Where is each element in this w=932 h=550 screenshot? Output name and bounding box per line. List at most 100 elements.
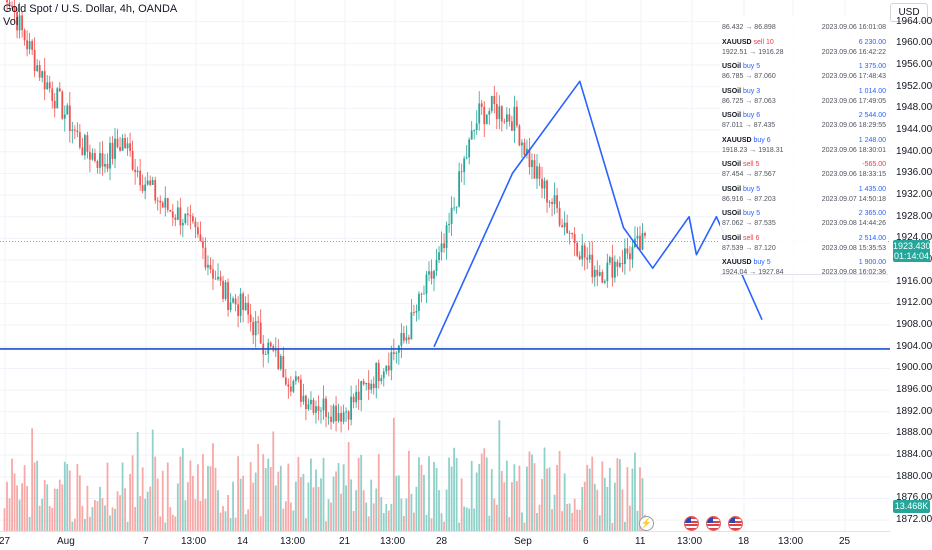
volume-bar [546, 468, 548, 531]
trade-time: 2023.09.06 17:48:43 [821, 73, 886, 80]
volume-bar [418, 457, 420, 531]
candle-body [458, 171, 461, 207]
volume-bar [410, 493, 413, 531]
candle-body [61, 91, 64, 119]
price-tick: 1952.000 [896, 80, 932, 92]
us-flag-icon[interactable] [728, 516, 743, 531]
volume-bar [601, 461, 604, 531]
time-axis[interactable]: 27 Aug 7 13:00 14 13:00 21 13:00 28 Sep 6 11 13:00 18… [0, 531, 890, 550]
volume-bar [26, 486, 29, 531]
candle-body [618, 262, 621, 267]
volume-bar [588, 468, 591, 531]
lightning-icon[interactable]: ⚡ [639, 516, 654, 531]
trade-row[interactable]: USOil buy 5 1 375.00 86.785 → 87.060 2023.0… [720, 61, 888, 85]
volume-bar [435, 467, 438, 531]
volume-bar [342, 464, 345, 531]
candle-body [500, 106, 503, 122]
candle-body [136, 170, 139, 173]
trade-price-range: 87.539 → 87.120 [722, 244, 776, 252]
volume-bar [586, 464, 589, 531]
volume-bar [78, 475, 81, 531]
candle-body [601, 272, 604, 283]
candle-body [629, 253, 631, 260]
trade-row[interactable]: USOil sell 6 2 514.00 87.539 → 87.120 2023.… [720, 233, 888, 257]
flag-stripe [685, 524, 698, 526]
bar-countdown: 01:14:04 [893, 251, 930, 261]
us-flag-icon[interactable] [706, 516, 721, 531]
trade-row[interactable]: USOil buy 3 1 014.00 86.725 → 87.063 2023.0… [720, 86, 888, 110]
volume-bar [199, 500, 202, 531]
volume-bar [56, 488, 59, 531]
flag-stripe [685, 527, 698, 530]
candle-body [636, 235, 639, 239]
trade-symbol: USOil buy 5 [722, 185, 760, 194]
volume-bar [498, 420, 501, 531]
candle-body [239, 293, 242, 316]
trade-row[interactable]: XAUUSD sell 10 6 230.00 1922.51 → 1916.28 2… [720, 37, 888, 61]
trade-time: 2023.09.06 16:42:22 [821, 48, 886, 56]
volume-bar [76, 464, 79, 531]
candle-body [166, 198, 169, 210]
trade-symbol-text: XAUUSD [722, 259, 752, 266]
volume-label[interactable]: Vol [3, 16, 19, 28]
currency-button[interactable]: USD [890, 3, 928, 22]
candle-body [21, 15, 23, 31]
volume-bar [186, 482, 189, 531]
candle-body [164, 198, 167, 208]
price-tick: 1948.000 [896, 102, 932, 114]
volume-bar [578, 509, 581, 531]
volume-bar [629, 505, 631, 531]
volume-bar [277, 471, 280, 531]
trade-row[interactable]: XAUUSD buy 6 1 248.00 1918.23 → 1918.31 202… [720, 135, 888, 159]
volume-bar [433, 461, 435, 531]
trade-row[interactable]: USOil buy 6 2 544.00 87.011 → 87.435 2023.0… [720, 110, 888, 134]
candle-body [81, 147, 84, 156]
trade-time: 2023.09.06 18:29:55 [821, 122, 886, 129]
volume-bar [516, 481, 518, 531]
trade-symbol-text: USOil [722, 234, 742, 242]
candle-body [257, 321, 260, 323]
trade-symbol: USOil buy 5 [722, 209, 760, 218]
volume-bar [264, 467, 267, 531]
price-scale[interactable]: 1964.000 1960.000 1956.000 1952.000 1948.000… [890, 0, 932, 531]
candle-body [161, 202, 164, 208]
symbol-title[interactable]: Gold Spot / U.S. Dollar, 4h, OANDA [3, 3, 178, 15]
volume-bar [478, 463, 481, 531]
trade-row[interactable]: USOil buy 5 1 435.00 86.916 → 87.203 2023.0… [720, 184, 888, 208]
us-flag-icon[interactable] [684, 516, 699, 531]
volume-bar [330, 502, 332, 531]
trade-row[interactable]: USOil sell 5 -565.00 87.454 → 87.567 2023.0… [720, 159, 888, 183]
candle-body [58, 88, 61, 92]
volume-bar [299, 476, 302, 531]
candle-body [453, 207, 456, 209]
price-chart[interactable] [0, 0, 890, 531]
volume-bar [126, 521, 129, 531]
candle-body [317, 406, 320, 411]
volume-bar [139, 496, 142, 531]
volume-bar [455, 458, 458, 531]
candle-body [26, 40, 29, 50]
trade-symbol: USOil buy 5 [722, 62, 760, 71]
flag-stripe [685, 520, 698, 523]
candle-body [521, 142, 523, 146]
volume-bar [523, 522, 526, 531]
candle-body [78, 132, 81, 148]
candle-body [129, 143, 131, 151]
volume-bar [402, 515, 405, 531]
volume-bar [212, 443, 214, 531]
trade-row[interactable]: USOil buy 5 2 365.00 87.062 → 87.535 2023.0… [720, 208, 888, 232]
trade-price-range: 86.432 → 86.898 [722, 24, 776, 31]
volume-bar [362, 490, 365, 531]
volume-bar [505, 460, 508, 531]
volume-bar [420, 464, 423, 531]
trade-price-range: 86.916 → 87.203 [722, 195, 776, 203]
trade-row[interactable]: 86.432 → 86.898 2023.09.06 16:01:08 [720, 12, 888, 36]
candle-body [277, 348, 280, 369]
volume-bar [548, 467, 551, 531]
trade-row[interactable]: XAUUSD buy 5 1 900.00 1924.04 → 1927.84 202… [720, 257, 888, 281]
candle-body [621, 262, 624, 264]
candle-body [538, 166, 541, 179]
candle-body [503, 121, 506, 123]
candle-body [242, 293, 245, 311]
